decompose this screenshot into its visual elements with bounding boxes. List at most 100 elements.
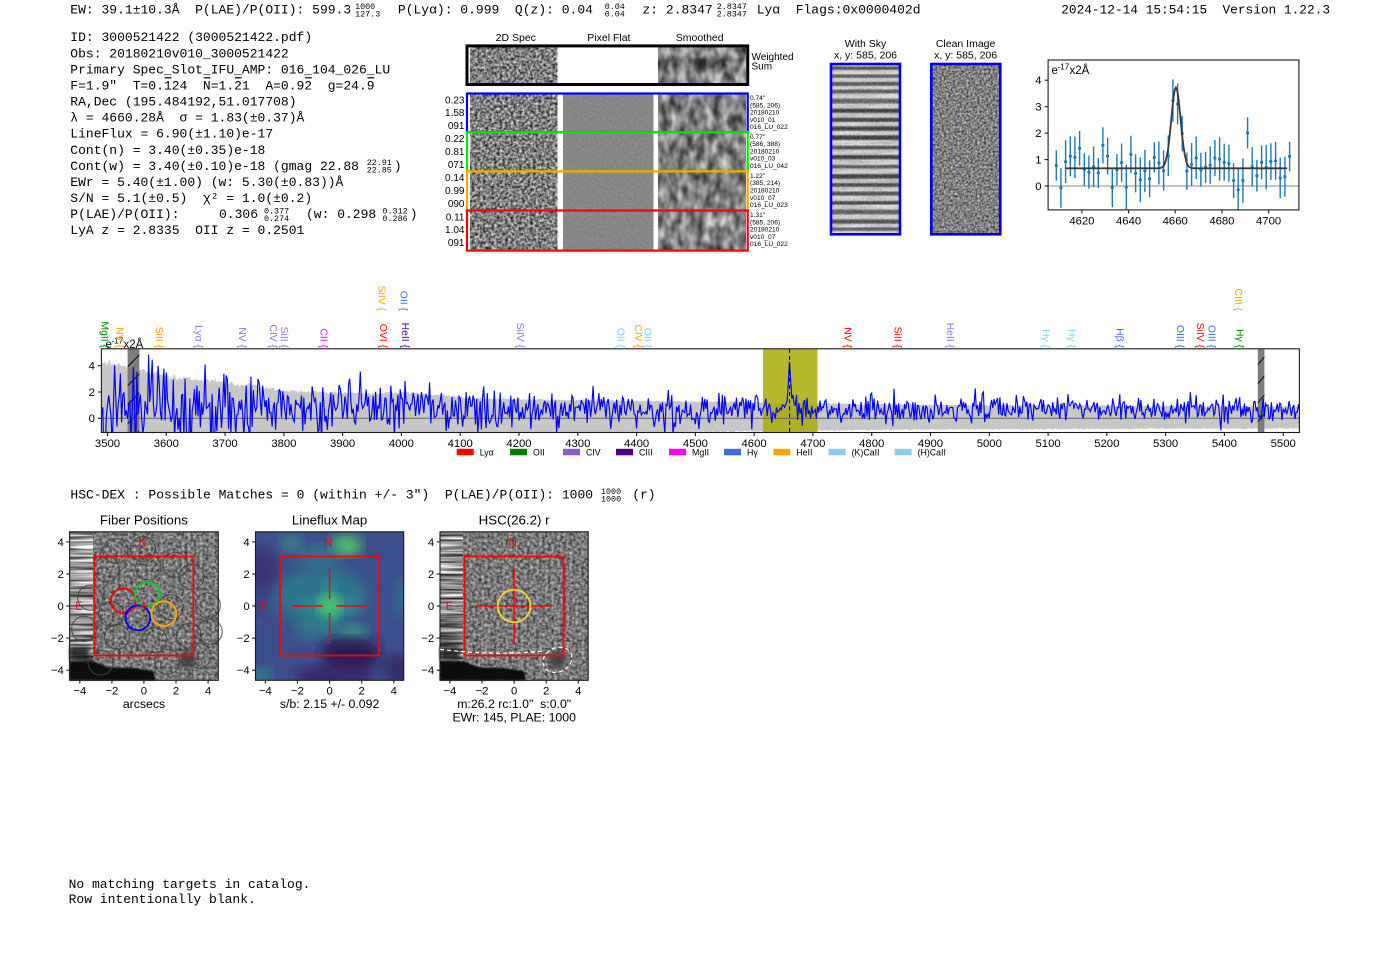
svg-text:P(LAE)/P(OII):: P(LAE)/P(OII): [70, 207, 179, 222]
svg-text:s/b: 2.15 +/- 0.092: s/b: 2.15 +/- 0.092 [280, 697, 380, 711]
svg-text:CII {: CII { [317, 328, 328, 348]
svg-text:CIV {: CIV { [267, 324, 278, 348]
svg-text:4600: 4600 [742, 438, 767, 450]
svg-text:5400: 5400 [1212, 438, 1237, 450]
svg-text:5500: 5500 [1271, 438, 1296, 450]
svg-text:0: 0 [428, 601, 434, 613]
svg-text:m:26.2 rc:1.0" s:0.0": m:26.2 rc:1.0" s:0.0" [457, 697, 571, 711]
svg-text:CIII {: CIII { [1232, 288, 1243, 311]
svg-text:5100: 5100 [1036, 438, 1061, 450]
svg-text:SiIV {: SiIV { [1194, 323, 1205, 349]
svg-text:2: 2 [1035, 128, 1041, 140]
svg-text:2.8347: 2.8347 [717, 2, 747, 12]
svg-text:x2Å: x2Å [1070, 64, 1090, 77]
svg-text:(H)CaII: (H)CaII [918, 447, 946, 457]
svg-text:EWr = 5.40(±1.00) (w: 5.30(±0.: EWr = 5.40(±1.00) (w: 5.30(±0.83))Å [70, 175, 343, 190]
svg-text:Lyα {: Lyα { [192, 325, 203, 348]
svg-text:3: 3 [1035, 102, 1041, 114]
svg-text:0: 0 [511, 686, 517, 698]
svg-text:E: E [261, 601, 269, 613]
svg-text:NV {: NV { [236, 327, 247, 348]
svg-text:5300: 5300 [1153, 438, 1178, 450]
svg-text:4800: 4800 [859, 438, 884, 450]
svg-text:4700: 4700 [1256, 215, 1281, 227]
svg-text:EWr: 145, PLAE: 1000: EWr: 145, PLAE: 1000 [452, 710, 576, 724]
svg-text:-17: -17 [112, 337, 124, 346]
svg-text:With Sky: With Sky [845, 38, 887, 50]
svg-text:e: e [1052, 65, 1058, 77]
svg-text:0: 0 [141, 686, 147, 698]
svg-text:OII: OII [533, 447, 545, 457]
svg-text:3900: 3900 [330, 438, 355, 450]
svg-text:Weighted: Weighted [752, 52, 794, 63]
svg-text:20180210: 20180210 [750, 188, 780, 195]
svg-text:(586, 388): (586, 388) [750, 141, 780, 148]
svg-text:P(Lyα): 0.999 Q(z): 0.04: P(Lyα): 0.999 Q(z): 0.04 [398, 3, 593, 18]
svg-text:−2: −2 [105, 686, 118, 698]
svg-text:Pixel Flat: Pixel Flat [587, 32, 630, 44]
svg-text:0.04: 0.04 [605, 2, 625, 12]
svg-text:SiII {: SiII { [891, 327, 902, 349]
svg-text:1.22": 1.22" [750, 173, 766, 180]
svg-text:0.286: 0.286 [383, 214, 408, 224]
svg-text:v010_07: v010_07 [750, 234, 776, 241]
svg-text:2: 2 [89, 387, 95, 399]
svg-text:CIII: CIII [639, 447, 653, 457]
svg-text:ID: 3000521422 (3000521422.pdf: ID: 3000521422 (3000521422.pdf) [70, 30, 312, 45]
svg-text:MgII {: MgII { [99, 321, 110, 348]
svg-text:2: 2 [543, 686, 549, 698]
svg-text:OII {: OII { [614, 328, 625, 349]
svg-text:Obs: 20180210v010_3000521422: Obs: 20180210v010_3000521422 [70, 46, 288, 61]
svg-text:0: 0 [89, 413, 95, 425]
svg-text:Hγ: Hγ [747, 447, 758, 457]
svg-text:(w: 0.298: (w: 0.298 [306, 207, 376, 222]
svg-text:Hβ {: Hβ { [1113, 328, 1124, 348]
svg-text:4: 4 [205, 686, 211, 698]
svg-text:Smoothed: Smoothed [676, 32, 724, 44]
svg-text:HeII {: HeII { [399, 323, 410, 349]
svg-text:Hγ {: Hγ { [1039, 329, 1050, 349]
svg-text:1.58: 1.58 [445, 108, 465, 119]
svg-text:Lineflux Map: Lineflux Map [292, 513, 367, 528]
svg-text:−4: −4 [73, 686, 86, 698]
svg-text:-17: -17 [1058, 63, 1070, 72]
svg-text:E: E [75, 601, 83, 613]
svg-text:Cont(w) = 3.40(±0.10)e-18 (gma: Cont(w) = 3.40(±0.10)e-18 (gmag 22.88 [70, 159, 359, 174]
svg-text:0.306: 0.306 [219, 207, 258, 222]
svg-text:4200: 4200 [506, 438, 531, 450]
svg-text:4: 4 [58, 537, 64, 549]
svg-text:1000: 1000 [355, 2, 375, 12]
svg-text:4680: 4680 [1209, 215, 1234, 227]
svg-text:1000: 1000 [601, 487, 621, 497]
svg-text:0: 0 [243, 601, 249, 613]
svg-text:N: N [324, 538, 332, 550]
svg-text:090: 090 [448, 199, 465, 210]
svg-text:(585, 206): (585, 206) [750, 219, 780, 226]
svg-text:Lyα Flags:0x0000402d: Lyα Flags:0x0000402d [757, 3, 921, 18]
svg-text:SiIV {: SiIV { [376, 286, 387, 312]
svg-text:4: 4 [89, 361, 95, 373]
svg-text:4100: 4100 [448, 438, 473, 450]
svg-text:v010_03: v010_03 [750, 156, 776, 163]
svg-text:1.04: 1.04 [445, 225, 465, 236]
svg-text:λ = 4660.28Å σ = 1.83(±0.37)Å: λ = 4660.28Å σ = 1.83(±0.37)Å [70, 111, 304, 126]
svg-text:2: 2 [173, 686, 179, 698]
svg-text:S/N = 5.1(±0.5) χ² = 1.0(±0.2: S/N = 5.1(±0.5) χ² = 1.0(±0.2) [70, 191, 312, 206]
svg-text:−4: −4 [443, 686, 456, 698]
svg-text:E: E [446, 601, 454, 613]
svg-text:0.377: 0.377 [264, 207, 289, 217]
svg-text:LyA z = 2.8335 OII z = 0.2501: LyA z = 2.8335 OII z = 0.2501 [70, 223, 304, 238]
svg-text:Fiber Positions: Fiber Positions [100, 513, 188, 528]
svg-text:0.312: 0.312 [383, 207, 408, 217]
svg-text:016_LU_023: 016_LU_023 [750, 202, 788, 209]
svg-text:2: 2 [58, 569, 64, 581]
svg-text:4660: 4660 [1163, 215, 1188, 227]
svg-text:−2: −2 [476, 686, 489, 698]
svg-text:(r): (r) [632, 488, 655, 503]
svg-text:0.274: 0.274 [264, 214, 289, 224]
svg-text:3700: 3700 [213, 438, 238, 450]
svg-text:3600: 3600 [154, 438, 179, 450]
svg-text:SiII {: SiII { [278, 327, 289, 349]
svg-text:2024-12-14 15:54:15 Version 1: 2024-12-14 15:54:15 Version 1.22.3 [1061, 3, 1330, 18]
svg-text:2: 2 [243, 569, 249, 581]
